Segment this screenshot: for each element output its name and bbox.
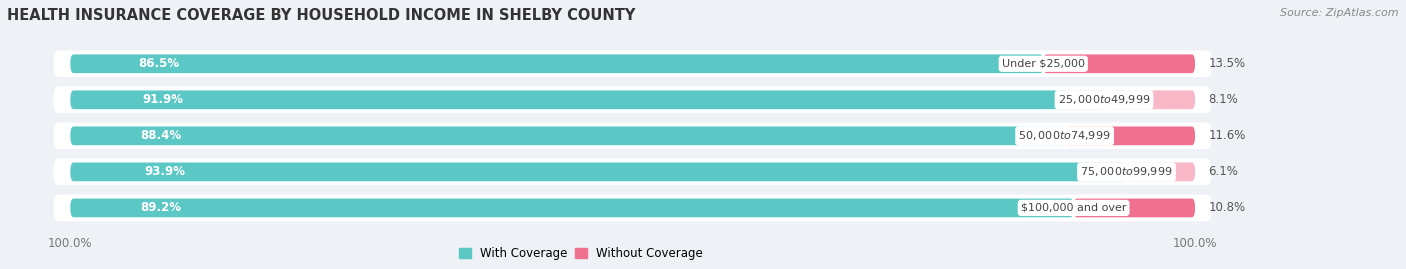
Text: 13.5%: 13.5% [1209, 57, 1246, 70]
Text: 93.9%: 93.9% [145, 165, 186, 178]
FancyBboxPatch shape [70, 162, 1126, 181]
Text: 10.8%: 10.8% [1209, 201, 1246, 214]
FancyBboxPatch shape [53, 194, 1212, 221]
Text: 88.4%: 88.4% [141, 129, 181, 142]
FancyBboxPatch shape [70, 126, 1064, 145]
Text: 89.2%: 89.2% [141, 201, 181, 214]
FancyBboxPatch shape [53, 122, 1212, 149]
Text: HEALTH INSURANCE COVERAGE BY HOUSEHOLD INCOME IN SHELBY COUNTY: HEALTH INSURANCE COVERAGE BY HOUSEHOLD I… [7, 8, 636, 23]
Text: Under $25,000: Under $25,000 [1001, 59, 1085, 69]
FancyBboxPatch shape [1043, 54, 1195, 73]
FancyBboxPatch shape [53, 51, 1212, 77]
Text: $75,000 to $99,999: $75,000 to $99,999 [1080, 165, 1173, 178]
Text: Source: ZipAtlas.com: Source: ZipAtlas.com [1281, 8, 1399, 18]
FancyBboxPatch shape [1104, 90, 1195, 109]
Text: $50,000 to $74,999: $50,000 to $74,999 [1018, 129, 1111, 142]
Text: $100,000 and over: $100,000 and over [1021, 203, 1126, 213]
FancyBboxPatch shape [70, 199, 1074, 217]
FancyBboxPatch shape [53, 86, 1212, 113]
FancyBboxPatch shape [70, 90, 1104, 109]
FancyBboxPatch shape [1064, 126, 1195, 145]
FancyBboxPatch shape [1126, 162, 1195, 181]
Text: 86.5%: 86.5% [138, 57, 180, 70]
Text: 11.6%: 11.6% [1209, 129, 1246, 142]
Text: 8.1%: 8.1% [1209, 93, 1239, 106]
Text: $25,000 to $49,999: $25,000 to $49,999 [1057, 93, 1150, 106]
FancyBboxPatch shape [1074, 199, 1195, 217]
FancyBboxPatch shape [70, 54, 1043, 73]
FancyBboxPatch shape [53, 158, 1212, 185]
Legend: With Coverage, Without Coverage: With Coverage, Without Coverage [460, 247, 703, 260]
Text: 91.9%: 91.9% [142, 93, 184, 106]
Text: 6.1%: 6.1% [1209, 165, 1239, 178]
